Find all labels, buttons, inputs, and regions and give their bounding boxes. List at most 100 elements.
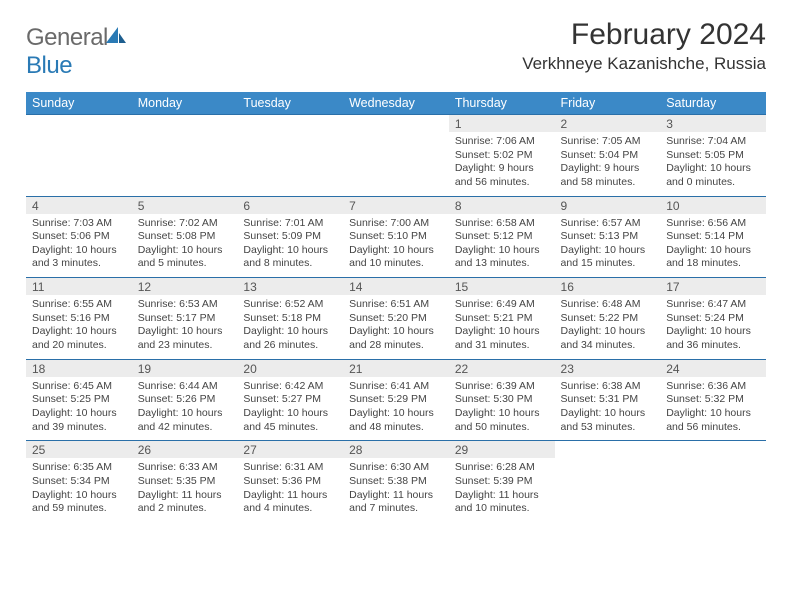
- sunset-text: Sunset: 5:09 PM: [243, 230, 337, 244]
- day-number: [26, 115, 132, 132]
- daylight-text: Daylight: 9 hours and 56 minutes.: [455, 162, 549, 189]
- day-data: Sunrise: 6:42 AMSunset: 5:27 PMDaylight:…: [237, 377, 343, 441]
- day-cell: 29Sunrise: 6:28 AMSunset: 5:39 PMDayligh…: [449, 441, 555, 522]
- week-row: 11Sunrise: 6:55 AMSunset: 5:16 PMDayligh…: [26, 278, 766, 360]
- logo-gray: General: [26, 24, 108, 51]
- day-cell: 26Sunrise: 6:33 AMSunset: 5:35 PMDayligh…: [132, 441, 238, 522]
- sunrise-text: Sunrise: 6:39 AM: [455, 380, 549, 394]
- daylight-text: Daylight: 10 hours and 20 minutes.: [32, 325, 126, 352]
- day-number: 2: [555, 115, 661, 132]
- day-number: [237, 115, 343, 132]
- day-number: [343, 115, 449, 132]
- sunset-text: Sunset: 5:25 PM: [32, 393, 126, 407]
- day-number: 26: [132, 441, 238, 458]
- daylight-text: Daylight: 10 hours and 18 minutes.: [666, 244, 760, 271]
- sunrise-text: Sunrise: 6:56 AM: [666, 217, 760, 231]
- day-number: 4: [26, 197, 132, 214]
- day-cell: 27Sunrise: 6:31 AMSunset: 5:36 PMDayligh…: [237, 441, 343, 522]
- day-data: Sunrise: 6:48 AMSunset: 5:22 PMDaylight:…: [555, 295, 661, 359]
- day-cell: [343, 115, 449, 197]
- day-data: Sunrise: 6:49 AMSunset: 5:21 PMDaylight:…: [449, 295, 555, 359]
- day-cell: 28Sunrise: 6:30 AMSunset: 5:38 PMDayligh…: [343, 441, 449, 522]
- day-data: [26, 132, 132, 188]
- logo-blue: Blue: [26, 52, 72, 79]
- sunset-text: Sunset: 5:05 PM: [666, 149, 760, 163]
- logo: GeneralBlue: [26, 24, 128, 80]
- daylight-text: Daylight: 10 hours and 8 minutes.: [243, 244, 337, 271]
- sunrise-text: Sunrise: 7:01 AM: [243, 217, 337, 231]
- sunset-text: Sunset: 5:26 PM: [138, 393, 232, 407]
- daylight-text: Daylight: 10 hours and 10 minutes.: [349, 244, 443, 271]
- day-data: Sunrise: 6:56 AMSunset: 5:14 PMDaylight:…: [660, 214, 766, 278]
- day-data: Sunrise: 6:58 AMSunset: 5:12 PMDaylight:…: [449, 214, 555, 278]
- day-data: Sunrise: 6:52 AMSunset: 5:18 PMDaylight:…: [237, 295, 343, 359]
- week-row: 25Sunrise: 6:35 AMSunset: 5:34 PMDayligh…: [26, 441, 766, 522]
- sunrise-text: Sunrise: 6:55 AM: [32, 298, 126, 312]
- day-cell: 20Sunrise: 6:42 AMSunset: 5:27 PMDayligh…: [237, 359, 343, 441]
- day-cell: 13Sunrise: 6:52 AMSunset: 5:18 PMDayligh…: [237, 278, 343, 360]
- day-data: Sunrise: 7:04 AMSunset: 5:05 PMDaylight:…: [660, 132, 766, 196]
- day-number: 13: [237, 278, 343, 295]
- calendar-table: Sunday Monday Tuesday Wednesday Thursday…: [26, 92, 766, 522]
- day-number: 8: [449, 197, 555, 214]
- daylight-text: Daylight: 10 hours and 28 minutes.: [349, 325, 443, 352]
- sunrise-text: Sunrise: 6:33 AM: [138, 461, 232, 475]
- day-cell: 9Sunrise: 6:57 AMSunset: 5:13 PMDaylight…: [555, 196, 661, 278]
- day-number: 10: [660, 197, 766, 214]
- day-cell: 24Sunrise: 6:36 AMSunset: 5:32 PMDayligh…: [660, 359, 766, 441]
- day-cell: 10Sunrise: 6:56 AMSunset: 5:14 PMDayligh…: [660, 196, 766, 278]
- day-cell: 22Sunrise: 6:39 AMSunset: 5:30 PMDayligh…: [449, 359, 555, 441]
- day-data: Sunrise: 6:28 AMSunset: 5:39 PMDaylight:…: [449, 458, 555, 522]
- day-data: Sunrise: 6:53 AMSunset: 5:17 PMDaylight:…: [132, 295, 238, 359]
- day-cell: 6Sunrise: 7:01 AMSunset: 5:09 PMDaylight…: [237, 196, 343, 278]
- sunrise-text: Sunrise: 6:52 AM: [243, 298, 337, 312]
- sunrise-text: Sunrise: 6:57 AM: [561, 217, 655, 231]
- day-cell: 19Sunrise: 6:44 AMSunset: 5:26 PMDayligh…: [132, 359, 238, 441]
- day-data: Sunrise: 7:01 AMSunset: 5:09 PMDaylight:…: [237, 214, 343, 278]
- sunset-text: Sunset: 5:04 PM: [561, 149, 655, 163]
- day-number: 11: [26, 278, 132, 295]
- day-data: [660, 458, 766, 514]
- daylight-text: Daylight: 10 hours and 0 minutes.: [666, 162, 760, 189]
- daylight-text: Daylight: 10 hours and 31 minutes.: [455, 325, 549, 352]
- day-number: 20: [237, 360, 343, 377]
- day-number: 3: [660, 115, 766, 132]
- sunset-text: Sunset: 5:39 PM: [455, 475, 549, 489]
- sunset-text: Sunset: 5:32 PM: [666, 393, 760, 407]
- day-data: Sunrise: 6:31 AMSunset: 5:36 PMDaylight:…: [237, 458, 343, 522]
- day-number: 19: [132, 360, 238, 377]
- sunset-text: Sunset: 5:38 PM: [349, 475, 443, 489]
- day-number: 15: [449, 278, 555, 295]
- sunrise-text: Sunrise: 6:30 AM: [349, 461, 443, 475]
- sunrise-text: Sunrise: 6:31 AM: [243, 461, 337, 475]
- sunset-text: Sunset: 5:17 PM: [138, 312, 232, 326]
- day-number: 16: [555, 278, 661, 295]
- day-cell: 5Sunrise: 7:02 AMSunset: 5:08 PMDaylight…: [132, 196, 238, 278]
- day-number: 9: [555, 197, 661, 214]
- sunrise-text: Sunrise: 6:35 AM: [32, 461, 126, 475]
- day-cell: [660, 441, 766, 522]
- dayhead-fri: Friday: [555, 92, 661, 115]
- day-cell: 4Sunrise: 7:03 AMSunset: 5:06 PMDaylight…: [26, 196, 132, 278]
- title-block: February 2024 Verkhneye Kazanishche, Rus…: [522, 18, 766, 74]
- day-data: [555, 458, 661, 514]
- day-cell: 1Sunrise: 7:06 AMSunset: 5:02 PMDaylight…: [449, 115, 555, 197]
- day-cell: 23Sunrise: 6:38 AMSunset: 5:31 PMDayligh…: [555, 359, 661, 441]
- day-number: 17: [660, 278, 766, 295]
- week-row: 4Sunrise: 7:03 AMSunset: 5:06 PMDaylight…: [26, 196, 766, 278]
- sunset-text: Sunset: 5:12 PM: [455, 230, 549, 244]
- day-data: Sunrise: 6:41 AMSunset: 5:29 PMDaylight:…: [343, 377, 449, 441]
- sunrise-text: Sunrise: 6:42 AM: [243, 380, 337, 394]
- daylight-text: Daylight: 10 hours and 53 minutes.: [561, 407, 655, 434]
- daylight-text: Daylight: 10 hours and 3 minutes.: [32, 244, 126, 271]
- sunrise-text: Sunrise: 7:06 AM: [455, 135, 549, 149]
- day-data: Sunrise: 6:39 AMSunset: 5:30 PMDaylight:…: [449, 377, 555, 441]
- sunrise-text: Sunrise: 6:38 AM: [561, 380, 655, 394]
- daylight-text: Daylight: 10 hours and 5 minutes.: [138, 244, 232, 271]
- dayhead-sun: Sunday: [26, 92, 132, 115]
- dayhead-tue: Tuesday: [237, 92, 343, 115]
- dayhead-thu: Thursday: [449, 92, 555, 115]
- day-cell: 7Sunrise: 7:00 AMSunset: 5:10 PMDaylight…: [343, 196, 449, 278]
- sunset-text: Sunset: 5:22 PM: [561, 312, 655, 326]
- sunset-text: Sunset: 5:31 PM: [561, 393, 655, 407]
